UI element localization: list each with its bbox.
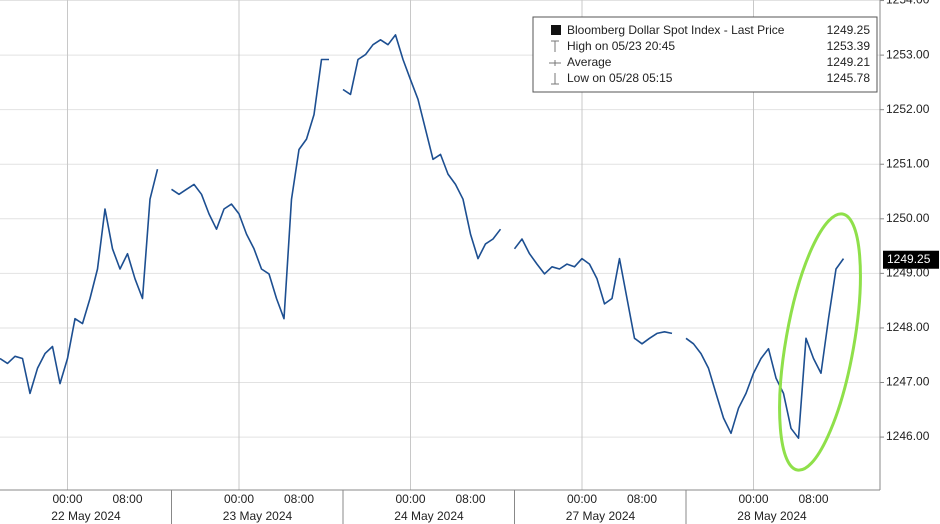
legend-icon <box>551 73 559 85</box>
x-tick-label: 08:00 <box>455 492 485 506</box>
plot <box>0 34 845 439</box>
y-tick-label: 1253.00 <box>886 47 930 61</box>
legend-label: Average <box>567 55 612 69</box>
y-tick-label: 1254.00 <box>886 0 930 7</box>
y-tick-label: 1249.00 <box>886 266 930 280</box>
y-tick-label: 1252.00 <box>886 102 930 116</box>
session-label: 23 May 2024 <box>223 509 293 523</box>
tag-box <box>883 250 939 269</box>
x-tick-label: 00:00 <box>395 492 425 506</box>
y-tick-label: 1246.00 <box>886 429 930 443</box>
x-tick-label: 00:00 <box>52 492 82 506</box>
session-label: 22 May 2024 <box>51 509 121 523</box>
tag-label: 1249.25 <box>887 252 931 266</box>
y-tick-label: 1248.00 <box>886 320 930 334</box>
x-tick-label: 08:00 <box>284 492 314 506</box>
legend: Bloomberg Dollar Spot Index - Last Price… <box>532 16 878 93</box>
x-tick-label: 00:00 <box>738 492 768 506</box>
legend-label: High on 05/23 20:45 <box>567 39 675 53</box>
legend-box <box>532 16 878 93</box>
legend-label: Low on 05/28 05:15 <box>567 71 673 85</box>
legend-value: 1249.25 <box>827 23 871 37</box>
highlight-ellipse <box>778 212 862 472</box>
legend-value: 1245.78 <box>827 71 871 85</box>
legend-swatch <box>551 25 561 35</box>
x-tick-label: 00:00 <box>567 492 597 506</box>
y-tick-label: 1247.00 <box>886 375 930 389</box>
price-line <box>0 34 845 439</box>
legend-series: Bloomberg Dollar Spot Index - Last Price <box>567 23 785 37</box>
x-tick-label: 08:00 <box>798 492 828 506</box>
y-tick-label: 1251.00 <box>886 156 930 170</box>
legend-value: 1253.39 <box>827 39 871 53</box>
x-tick-label: 08:00 <box>112 492 142 506</box>
session-label: 24 May 2024 <box>394 509 464 523</box>
session-label: 27 May 2024 <box>566 509 636 523</box>
legend-icon <box>549 60 561 66</box>
y-tick-label: 1250.00 <box>886 211 930 225</box>
grid <box>0 0 880 490</box>
legend-icon <box>551 40 559 52</box>
legend-value: 1249.21 <box>827 55 871 69</box>
session-label: 28 May 2024 <box>737 509 807 523</box>
x-tick-label: 08:00 <box>627 492 657 506</box>
x-tick-label: 00:00 <box>224 492 254 506</box>
last-price-tag: 1249.25 <box>883 250 939 269</box>
